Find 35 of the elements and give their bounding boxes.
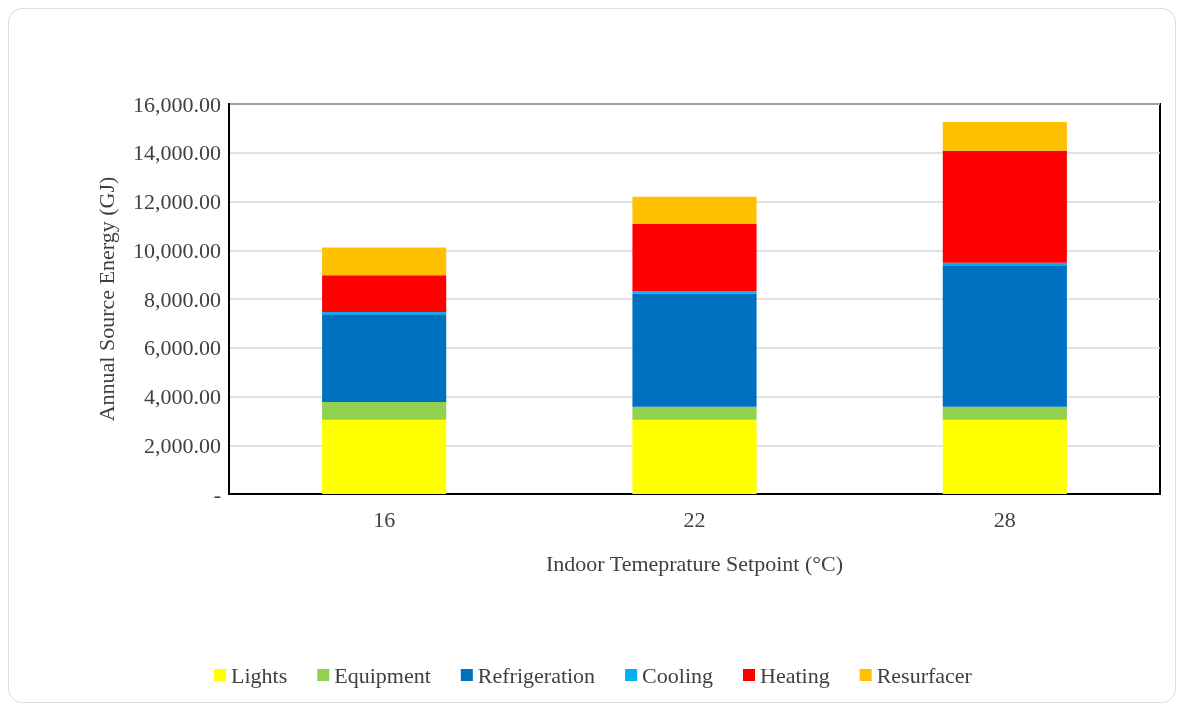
bar <box>632 223 757 292</box>
y-tick-label: 8,000.00 <box>144 286 221 312</box>
bar <box>632 406 757 420</box>
legend-label: Heating <box>760 662 830 688</box>
legend-label: Lights <box>231 662 288 688</box>
x-axis-title: Indoor Temeprature Setpoint (°C) <box>545 550 844 576</box>
bar <box>322 275 447 312</box>
legend-label: Cooling <box>642 662 714 688</box>
bar <box>632 196 757 224</box>
legend-label: Resurfacer <box>876 662 973 688</box>
x-tick-label: 28 <box>993 506 1016 532</box>
y-tick-label: - <box>213 481 221 507</box>
legend-label: Refrigeration <box>477 662 596 688</box>
y-tick-label: 14,000.00 <box>133 140 221 166</box>
y-tick-label: 10,000.00 <box>133 237 221 263</box>
x-tick-label: 16 <box>373 506 396 532</box>
bar <box>942 122 1067 151</box>
bar <box>322 419 447 494</box>
bar <box>942 150 1067 263</box>
bar <box>632 419 757 494</box>
bar <box>322 402 447 420</box>
y-tick-label: 6,000.00 <box>144 335 221 361</box>
x-tick-label: 22 <box>683 506 706 532</box>
y-tick-label: 16,000.00 <box>133 91 221 117</box>
bar <box>322 314 447 403</box>
y-tick-label: 4,000.00 <box>144 384 221 409</box>
y-axis-title: Annual Source Energy (GJ) <box>93 176 119 422</box>
bar <box>322 247 447 276</box>
bar <box>942 265 1067 407</box>
bar <box>942 419 1067 494</box>
legend-label: Equipment <box>334 662 431 688</box>
bar <box>942 406 1067 420</box>
y-tick-label: 2,000.00 <box>144 432 221 458</box>
bar <box>632 293 757 407</box>
y-tick-label: 12,000.00 <box>133 189 221 214</box>
